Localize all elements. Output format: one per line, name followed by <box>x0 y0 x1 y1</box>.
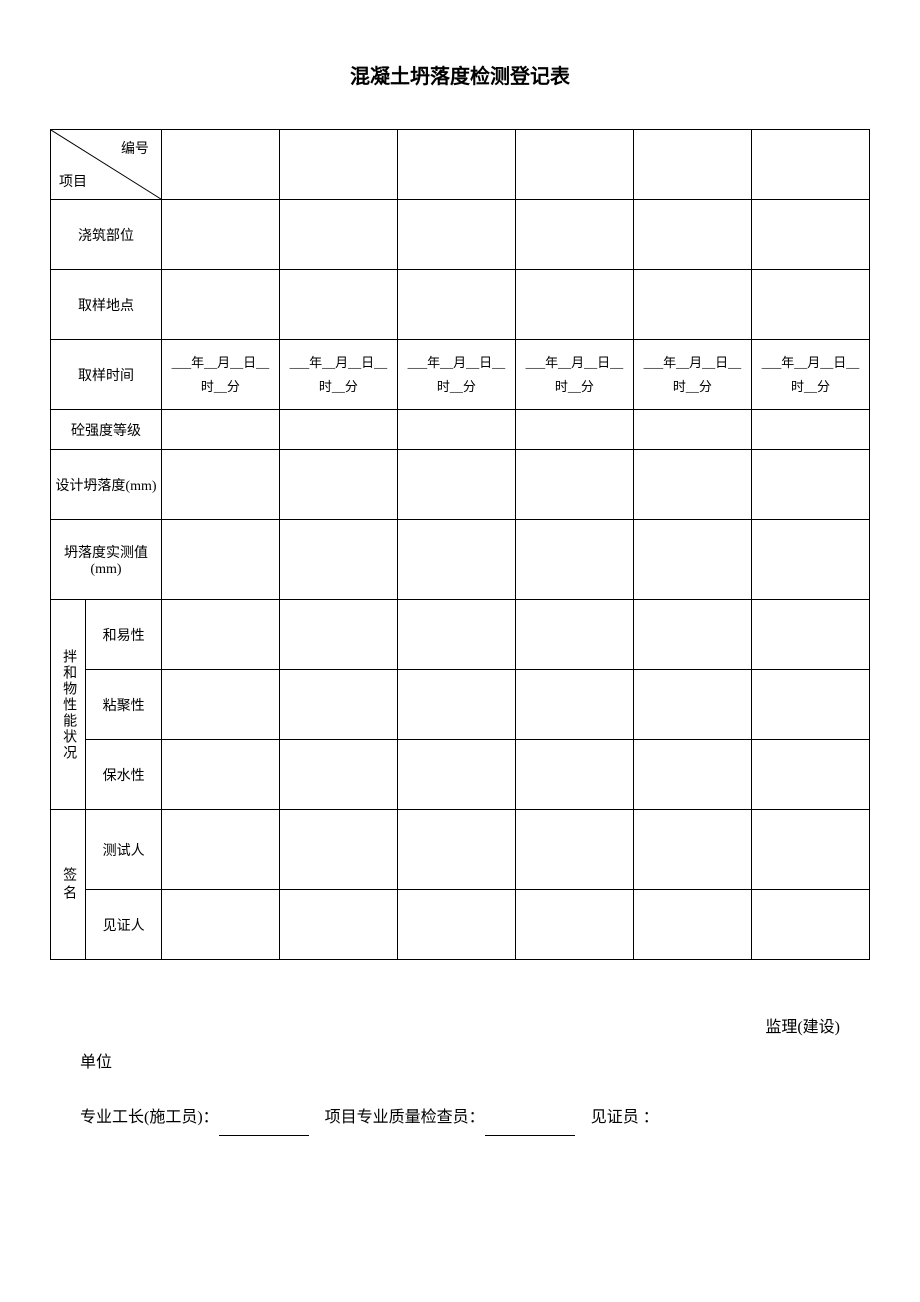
measured-slump-6[interactable] <box>751 520 869 600</box>
tester-5[interactable] <box>633 810 751 890</box>
design-slump-4[interactable] <box>515 450 633 520</box>
workability-2[interactable] <box>279 600 397 670</box>
header-diagonal-cell: 编号 项目 <box>51 130 162 200</box>
pour-location-2[interactable] <box>279 200 397 270</box>
header-number-label: 编号 <box>121 138 149 158</box>
measured-slump-1[interactable] <box>161 520 279 600</box>
strength-grade-5[interactable] <box>633 410 751 450</box>
cohesion-5[interactable] <box>633 670 751 740</box>
signature-group-label: 签名 <box>51 810 86 960</box>
cohesion-1[interactable] <box>161 670 279 740</box>
signature-line: 专业工长(施工员)： 项目专业质量检查员： 见证员 ： <box>50 1100 870 1135</box>
witness-4[interactable] <box>515 890 633 960</box>
witness-1[interactable] <box>161 890 279 960</box>
cohesion-label: 粘聚性 <box>86 670 162 740</box>
tester-4[interactable] <box>515 810 633 890</box>
strength-grade-1[interactable] <box>161 410 279 450</box>
sample-time-4[interactable]: ___年__月__日__时__分 <box>515 340 633 410</box>
cohesion-2[interactable] <box>279 670 397 740</box>
sample-location-5[interactable] <box>633 270 751 340</box>
water-retention-1[interactable] <box>161 740 279 810</box>
pour-location-1[interactable] <box>161 200 279 270</box>
header-col-6[interactable] <box>751 130 869 200</box>
water-retention-2[interactable] <box>279 740 397 810</box>
tester-2[interactable] <box>279 810 397 890</box>
witness-6[interactable] <box>751 890 869 960</box>
inspector-blank[interactable] <box>485 1135 575 1136</box>
pour-location-4[interactable] <box>515 200 633 270</box>
strength-grade-3[interactable] <box>397 410 515 450</box>
sample-time-label: 取样时间 <box>51 340 162 410</box>
cohesion-4[interactable] <box>515 670 633 740</box>
pour-location-label: 浇筑部位 <box>51 200 162 270</box>
header-col-3[interactable] <box>397 130 515 200</box>
cohesion-3[interactable] <box>397 670 515 740</box>
measured-slump-2[interactable] <box>279 520 397 600</box>
sample-time-5[interactable]: ___年__月__日__时__分 <box>633 340 751 410</box>
witness-sig-label: 见证员 ： <box>591 1109 659 1126</box>
mixture-group-label: 拌和物性能状况 <box>51 600 86 810</box>
inspector-label: 项目专业质量检查员： <box>325 1109 485 1126</box>
header-col-5[interactable] <box>633 130 751 200</box>
sample-location-6[interactable] <box>751 270 869 340</box>
water-retention-5[interactable] <box>633 740 751 810</box>
sample-location-label: 取样地点 <box>51 270 162 340</box>
strength-grade-4[interactable] <box>515 410 633 450</box>
witness-2[interactable] <box>279 890 397 960</box>
workability-3[interactable] <box>397 600 515 670</box>
strength-grade-2[interactable] <box>279 410 397 450</box>
water-retention-6[interactable] <box>751 740 869 810</box>
foreman-blank[interactable] <box>219 1135 309 1136</box>
strength-grade-label: 砼强度等级 <box>51 410 162 450</box>
measured-slump-3[interactable] <box>397 520 515 600</box>
sample-location-3[interactable] <box>397 270 515 340</box>
header-col-4[interactable] <box>515 130 633 200</box>
measured-slump-4[interactable] <box>515 520 633 600</box>
header-project-label: 项目 <box>59 171 87 191</box>
workability-label: 和易性 <box>86 600 162 670</box>
tester-6[interactable] <box>751 810 869 890</box>
design-slump-3[interactable] <box>397 450 515 520</box>
tester-1[interactable] <box>161 810 279 890</box>
measured-slump-label: 坍落度实测值(mm) <box>51 520 162 600</box>
design-slump-1[interactable] <box>161 450 279 520</box>
pour-location-6[interactable] <box>751 200 869 270</box>
slump-table: 编号 项目 浇筑部位 取样地点 取样时间 ___年__月__日__时__分 __… <box>50 129 870 960</box>
workability-4[interactable] <box>515 600 633 670</box>
sample-time-1[interactable]: ___年__月__日__时__分 <box>161 340 279 410</box>
supervisor-unit-line1: 监理(建设) <box>50 1010 870 1045</box>
footer: 监理(建设) 单位 专业工长(施工员)： 项目专业质量检查员： 见证员 ： <box>50 1010 870 1136</box>
pour-location-3[interactable] <box>397 200 515 270</box>
measured-slump-5[interactable] <box>633 520 751 600</box>
water-retention-3[interactable] <box>397 740 515 810</box>
design-slump-2[interactable] <box>279 450 397 520</box>
sample-time-6[interactable]: ___年__月__日__时__分 <box>751 340 869 410</box>
workability-1[interactable] <box>161 600 279 670</box>
sample-time-3[interactable]: ___年__月__日__时__分 <box>397 340 515 410</box>
witness-label: 见证人 <box>86 890 162 960</box>
design-slump-5[interactable] <box>633 450 751 520</box>
water-retention-label: 保水性 <box>86 740 162 810</box>
workability-5[interactable] <box>633 600 751 670</box>
workability-6[interactable] <box>751 600 869 670</box>
sample-location-4[interactable] <box>515 270 633 340</box>
strength-grade-6[interactable] <box>751 410 869 450</box>
sample-location-1[interactable] <box>161 270 279 340</box>
design-slump-6[interactable] <box>751 450 869 520</box>
header-col-2[interactable] <box>279 130 397 200</box>
design-slump-label: 设计坍落度(mm) <box>51 450 162 520</box>
supervisor-unit-line2: 单位 <box>50 1045 870 1080</box>
foreman-label: 专业工长(施工员)： <box>80 1109 219 1126</box>
sample-location-2[interactable] <box>279 270 397 340</box>
witness-5[interactable] <box>633 890 751 960</box>
tester-label: 测试人 <box>86 810 162 890</box>
pour-location-5[interactable] <box>633 200 751 270</box>
header-col-1[interactable] <box>161 130 279 200</box>
tester-3[interactable] <box>397 810 515 890</box>
sample-time-2[interactable]: ___年__月__日__时__分 <box>279 340 397 410</box>
page-title: 混凝土坍落度检测登记表 <box>50 60 870 89</box>
water-retention-4[interactable] <box>515 740 633 810</box>
witness-3[interactable] <box>397 890 515 960</box>
cohesion-6[interactable] <box>751 670 869 740</box>
